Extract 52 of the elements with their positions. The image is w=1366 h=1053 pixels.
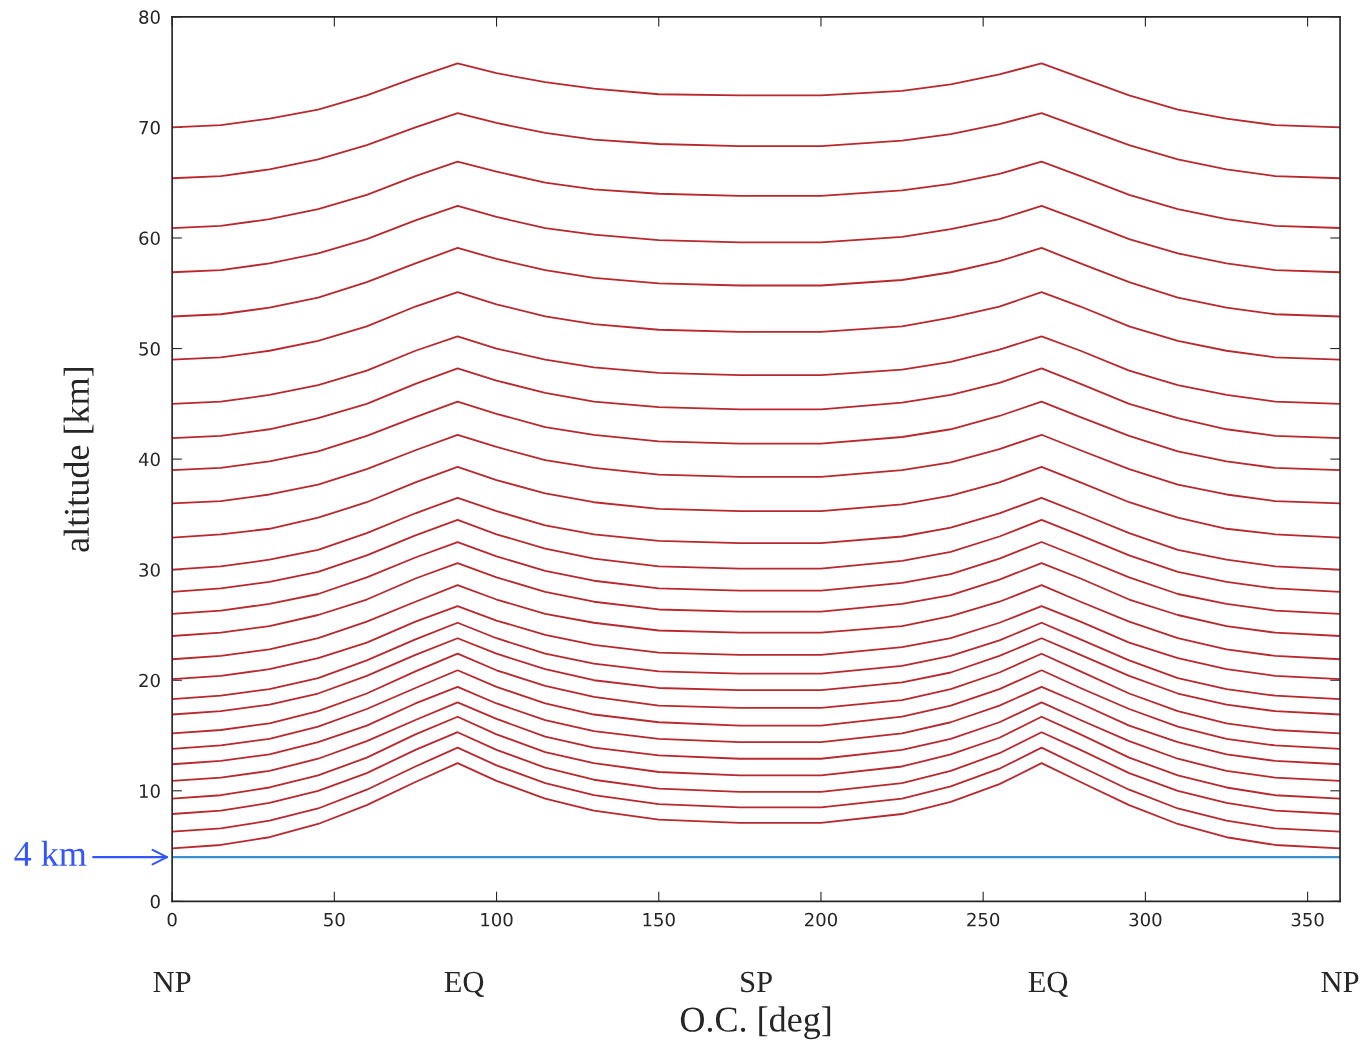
x-tick-label: 300 — [1129, 912, 1162, 927]
line-series — [172, 205, 1341, 274]
line-series — [172, 62, 1341, 129]
x-tick-label: 50 — [324, 912, 345, 927]
line-series — [172, 112, 1341, 180]
line-series — [172, 605, 1341, 681]
line-series — [172, 335, 1341, 405]
line-series — [172, 731, 1341, 815]
x-tick-label: 150 — [643, 912, 675, 927]
line-series — [172, 400, 1341, 472]
y-tick-label: 60 — [139, 231, 160, 246]
y-tick-label: 70 — [139, 120, 160, 135]
text: SP — [741, 971, 772, 993]
line-series — [172, 701, 1341, 782]
line-series — [172, 715, 1341, 800]
y-tick-label: 80 — [139, 10, 160, 24]
line-series — [172, 584, 1341, 661]
y-tick-label: 10 — [140, 784, 160, 798]
line-series — [172, 433, 1341, 505]
x-tick-label: 350 — [1291, 912, 1324, 927]
line-series — [172, 496, 1341, 571]
line-series — [172, 652, 1341, 735]
line-series — [172, 746, 1341, 833]
line-series — [172, 637, 1341, 716]
y-tick-label: 20 — [139, 673, 160, 688]
y-tick-label: 50 — [139, 342, 160, 356]
line-series — [172, 465, 1341, 539]
text: EQ — [1028, 971, 1068, 997]
line-series — [172, 669, 1341, 750]
text: EQ — [444, 971, 484, 997]
line-series — [172, 685, 1341, 766]
ref-line-label: 4 km — [14, 840, 87, 866]
line-series — [172, 562, 1341, 637]
line-series — [172, 519, 1341, 593]
line-series — [172, 621, 1341, 700]
y-tick-label: 30 — [139, 563, 160, 577]
line-series — [172, 541, 1341, 615]
x-tick-label: 0 — [167, 912, 177, 927]
line-series — [172, 160, 1341, 229]
x-tick-label: 200 — [805, 912, 837, 927]
text: NP — [153, 972, 191, 993]
text: NP — [1321, 972, 1359, 993]
y-tick-label: 40 — [138, 452, 160, 467]
y-axis-title: altitude [km] — [63, 368, 94, 552]
line-series — [172, 367, 1341, 440]
line-series — [172, 291, 1341, 361]
x-tick-label: 100 — [481, 912, 513, 927]
x-tick-label: 250 — [967, 912, 1000, 927]
y-tick-label: 0 — [150, 894, 160, 909]
line-series — [172, 762, 1341, 850]
line-series — [172, 247, 1341, 318]
x-axis-title: O.C. [deg] — [680, 1006, 831, 1040]
